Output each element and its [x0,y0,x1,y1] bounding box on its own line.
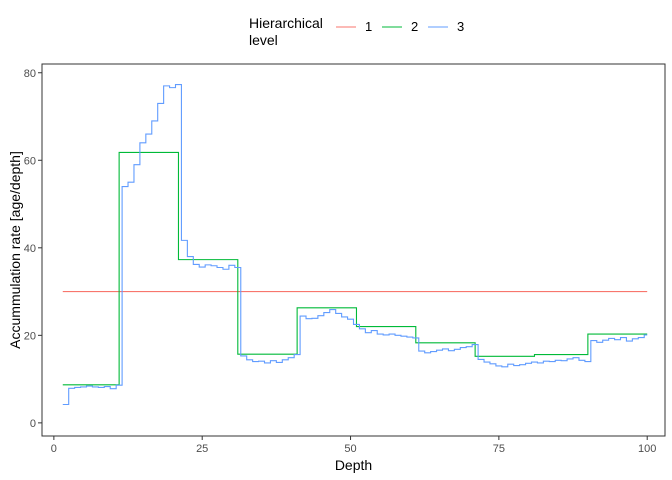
legend-label-3: 3 [457,19,464,34]
legend-label-2: 2 [411,19,418,34]
legend-keys: 1 2 3 [336,19,464,34]
x-tick-label-100: 100 [638,443,656,455]
legend-title-line1: Hierarchical [249,15,323,31]
legend-title-line2: level [249,32,278,48]
legend-label-1: 1 [365,19,372,34]
series-line-level-2 [62,151,648,386]
y-tick-label-0: 0 [30,418,36,430]
x-tick-label-50: 50 [344,443,356,455]
y-axis-title: Accummulation rate [age/depth] [7,151,23,349]
y-tick-label-20: 20 [24,330,36,342]
x-axis-title: Depth [335,457,372,473]
plot-panel [41,63,666,437]
panel-border [41,63,666,437]
x-axis: 0 25 50 75 100 [51,436,656,455]
series-line-level-3 [62,84,648,406]
y-tick-label-60: 60 [24,155,36,167]
y-axis: 0 20 40 60 80 [24,68,42,430]
y-tick-label-80: 80 [24,68,36,80]
series-layer [62,84,648,406]
legend: Hierarchical level 1 2 3 [249,15,464,48]
y-tick-label-40: 40 [24,243,36,255]
x-tick-label-25: 25 [196,443,208,455]
x-tick-label-75: 75 [493,443,505,455]
x-tick-label-0: 0 [51,443,57,455]
